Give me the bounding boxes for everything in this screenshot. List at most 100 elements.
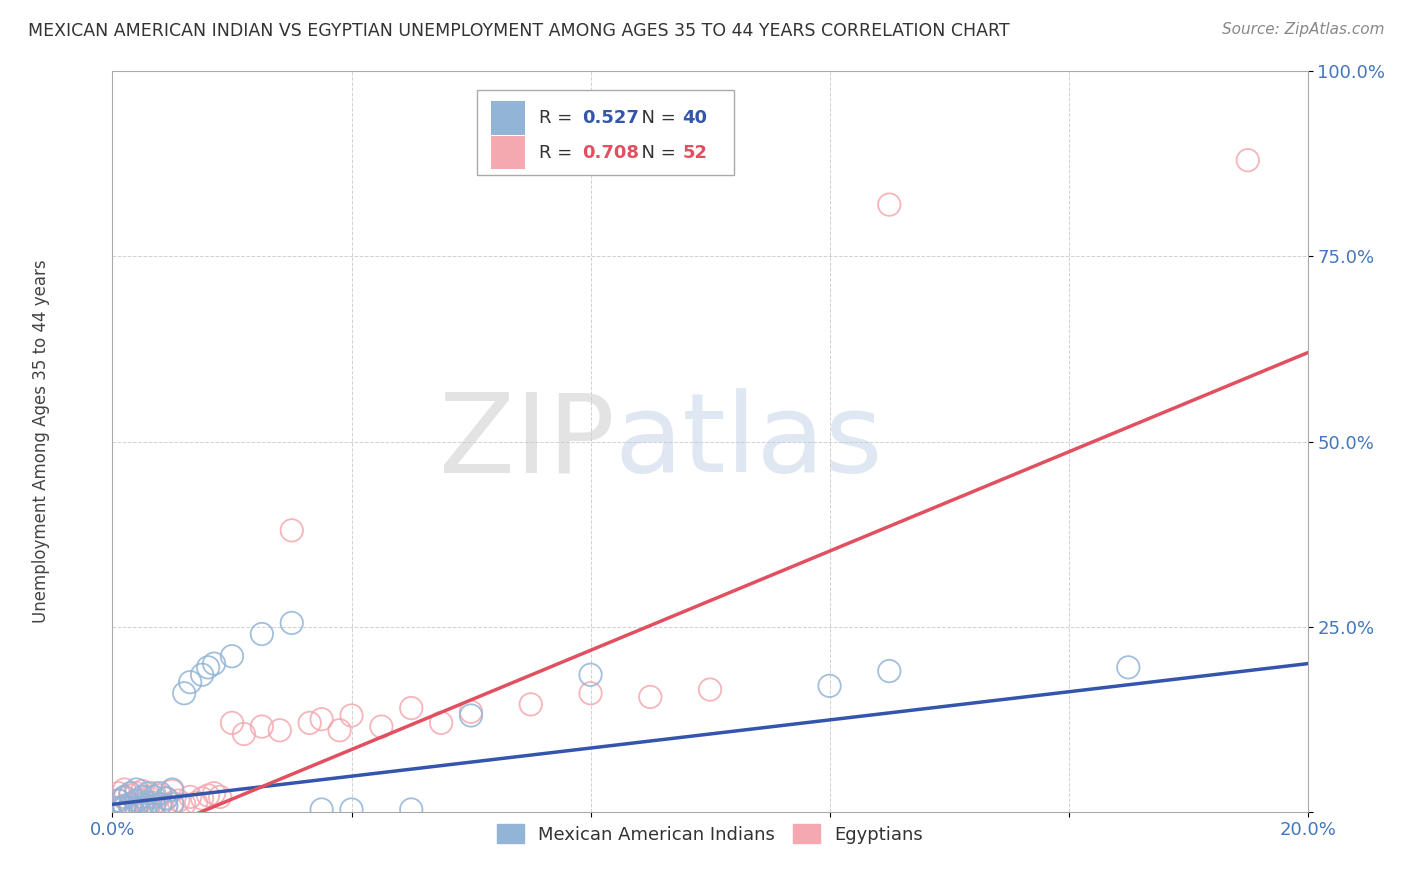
Point — [143, 796, 166, 810]
FancyBboxPatch shape — [477, 90, 734, 175]
Point — [173, 686, 195, 700]
Point — [138, 786, 160, 800]
Point — [179, 675, 201, 690]
Point — [269, 723, 291, 738]
Text: 0.708: 0.708 — [582, 144, 640, 161]
Point — [125, 786, 148, 800]
Point — [460, 705, 482, 719]
Point — [699, 682, 721, 697]
Point — [329, 723, 352, 738]
Text: R =: R = — [538, 144, 578, 161]
Point — [138, 789, 160, 804]
Text: MEXICAN AMERICAN INDIAN VS EGYPTIAN UNEMPLOYMENT AMONG AGES 35 TO 44 YEARS CORRE: MEXICAN AMERICAN INDIAN VS EGYPTIAN UNEM… — [28, 22, 1010, 40]
Point — [202, 786, 225, 800]
Point — [233, 727, 256, 741]
Point — [143, 786, 166, 800]
Point — [191, 791, 214, 805]
Point — [520, 698, 543, 712]
Point — [114, 791, 135, 805]
Point — [120, 789, 142, 803]
Point — [125, 782, 148, 797]
Point — [120, 786, 142, 800]
Point — [155, 791, 177, 805]
Point — [340, 708, 363, 723]
Point — [370, 720, 392, 734]
Point — [155, 791, 177, 805]
Text: Unemployment Among Ages 35 to 44 years: Unemployment Among Ages 35 to 44 years — [32, 260, 49, 624]
Point — [149, 797, 172, 812]
Point — [173, 797, 195, 812]
Point — [149, 786, 172, 800]
Point — [107, 801, 129, 815]
Point — [197, 660, 219, 674]
Point — [197, 789, 219, 803]
FancyBboxPatch shape — [491, 136, 524, 169]
Text: ZIP: ZIP — [439, 388, 614, 495]
Point — [167, 794, 190, 808]
Text: 0.527: 0.527 — [582, 109, 640, 127]
Point — [138, 796, 160, 810]
Point — [149, 797, 172, 812]
Point — [120, 801, 142, 815]
Point — [138, 798, 160, 813]
Point — [138, 801, 160, 815]
Point — [579, 686, 602, 700]
Point — [107, 786, 129, 800]
Text: N =: N = — [630, 144, 682, 161]
Point — [1237, 153, 1260, 168]
Text: atlas: atlas — [614, 388, 883, 495]
Text: Source: ZipAtlas.com: Source: ZipAtlas.com — [1222, 22, 1385, 37]
Point — [460, 708, 482, 723]
Point — [114, 798, 135, 813]
Point — [114, 782, 135, 797]
Point — [250, 720, 273, 734]
Point — [401, 701, 423, 715]
Point — [125, 794, 148, 808]
Point — [149, 789, 172, 803]
Point — [120, 797, 142, 812]
Point — [120, 801, 142, 815]
Point — [162, 796, 183, 810]
Point — [191, 667, 214, 681]
Point — [114, 798, 135, 813]
Point — [131, 784, 153, 798]
Point — [281, 615, 304, 630]
Point — [221, 649, 243, 664]
Point — [143, 789, 166, 804]
Point — [401, 803, 423, 817]
Point — [131, 797, 153, 812]
Point — [340, 803, 363, 817]
Point — [131, 789, 153, 804]
Point — [120, 797, 142, 812]
Point — [125, 796, 148, 810]
Point — [640, 690, 662, 704]
Point — [107, 794, 129, 808]
Point — [131, 801, 153, 815]
Point — [209, 789, 232, 804]
Point — [114, 801, 135, 815]
FancyBboxPatch shape — [491, 102, 524, 135]
Text: N =: N = — [630, 109, 682, 127]
Point — [143, 798, 166, 813]
Point — [114, 789, 135, 804]
Point — [162, 797, 183, 812]
Point — [131, 794, 153, 808]
Text: R =: R = — [538, 109, 578, 127]
Point — [221, 715, 243, 730]
Point — [162, 782, 183, 797]
Point — [311, 712, 333, 726]
Legend: Mexican American Indians, Egyptians: Mexican American Indians, Egyptians — [489, 817, 931, 851]
Point — [311, 803, 333, 817]
Point — [202, 657, 225, 671]
Point — [179, 789, 201, 804]
Point — [107, 794, 129, 808]
Point — [1118, 660, 1140, 674]
Point — [162, 784, 183, 798]
Point — [250, 627, 273, 641]
Point — [155, 798, 177, 813]
Point — [186, 796, 208, 810]
Point — [281, 524, 304, 538]
Point — [155, 798, 177, 813]
Point — [818, 679, 841, 693]
Point — [107, 801, 129, 815]
